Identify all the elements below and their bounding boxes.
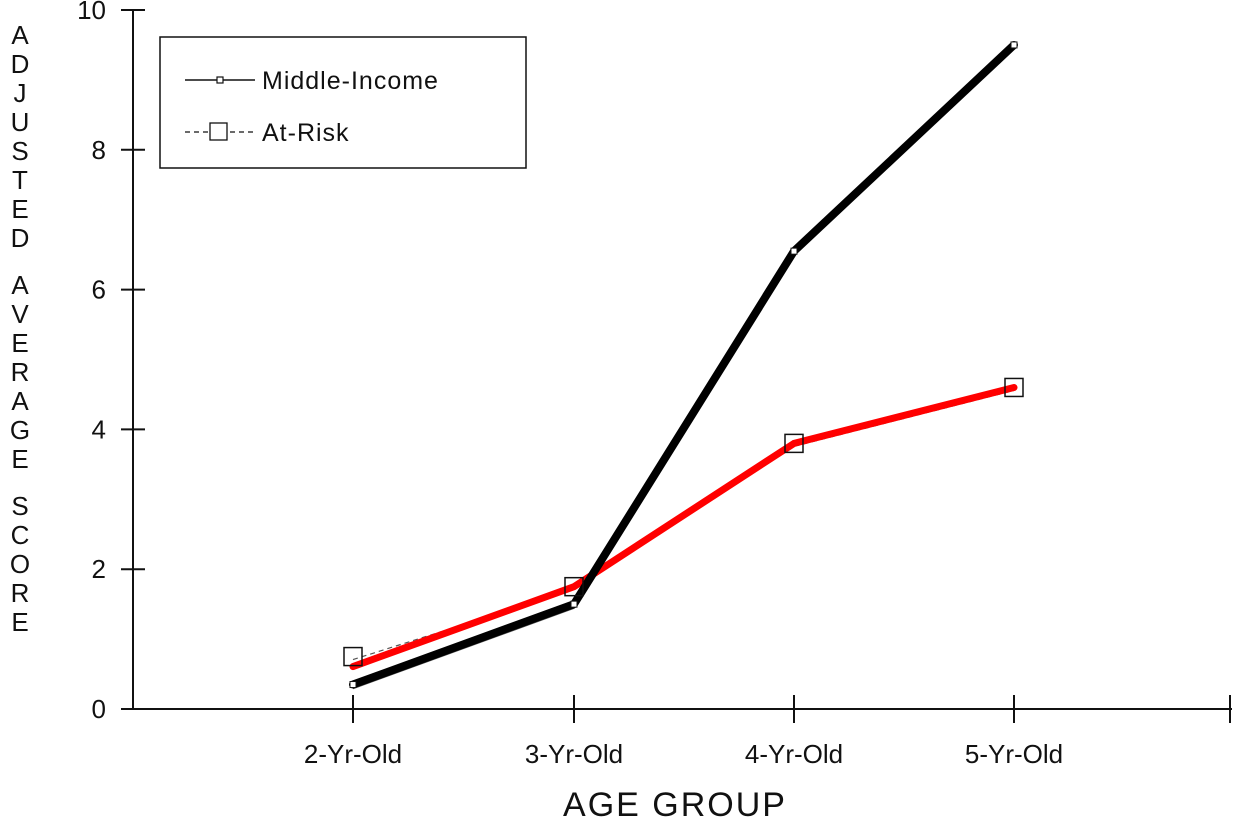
point-middle-income <box>1010 41 1018 49</box>
y-axis-label-letter: G <box>10 415 30 445</box>
y-axis-label-letter: A <box>11 386 29 416</box>
y-axis-label-letter: O <box>10 549 30 579</box>
series-middle-income-line <box>349 40 1018 689</box>
y-tick-label: 4 <box>92 414 106 444</box>
point-at-risk <box>784 433 804 454</box>
y-axis-label-letter: D <box>11 223 30 253</box>
legend-at-risk-label: At-Risk <box>262 119 350 147</box>
x-tick-label: 3-Yr-Old <box>525 739 623 769</box>
point-middle-income <box>790 247 798 255</box>
series-at-risk-line <box>349 383 1018 671</box>
x-tick-label: 5-Yr-Old <box>965 739 1063 769</box>
y-axis-label-letter: E <box>11 444 28 474</box>
y-axis-label-letter: R <box>11 357 30 387</box>
y-tick-label: 10 <box>77 0 106 25</box>
point-at-risk <box>1004 377 1024 398</box>
point-at-risk <box>564 576 584 597</box>
x-tick-label: 4-Yr-Old <box>745 739 843 769</box>
y-axis-label-letter: A <box>11 270 29 300</box>
y-axis-label-letter: R <box>11 578 30 608</box>
y-tick-label: 2 <box>92 554 106 584</box>
series-layer <box>343 40 1024 690</box>
y-tick-label: 0 <box>92 694 106 724</box>
y-ticks: 0 2 4 6 8 10 <box>77 0 145 724</box>
point-at-risk <box>343 646 363 667</box>
y-axis-label-letter: S <box>11 136 28 166</box>
y-axis-label-letter: J <box>14 78 27 108</box>
y-axis-label-letter: U <box>11 107 30 137</box>
y-axis-label-letter: D <box>11 49 30 79</box>
x-ticks: 2-Yr-Old 3-Yr-Old 4-Yr-Old 5-Yr-Old <box>304 695 1231 769</box>
y-tick-label: 6 <box>92 275 106 305</box>
y-axis-label-letter: E <box>11 328 28 358</box>
y-axis-label-letter: V <box>11 299 29 329</box>
legend-at-risk-marker <box>209 122 228 141</box>
y-axis-label-letter: T <box>12 165 28 195</box>
y-axis-label-letter: E <box>11 194 28 224</box>
y-tick-label: 8 <box>92 135 106 165</box>
x-tick-label: 2-Yr-Old <box>304 739 402 769</box>
y-axis-label-letter: E <box>11 607 28 637</box>
legend-middle-income-marker <box>216 76 224 84</box>
y-axis-label-letter: C <box>11 520 30 550</box>
y-axis-label-letter: S <box>11 491 28 521</box>
legend: Middle-Income At-Risk <box>159 36 527 169</box>
point-middle-income <box>570 600 578 608</box>
x-axis-label: AGE GROUP <box>563 786 787 824</box>
point-middle-income <box>349 681 357 689</box>
y-axis-label-letter: A <box>11 20 29 50</box>
legend-middle-income-label: Middle-Income <box>262 67 439 95</box>
legend-box <box>159 36 527 169</box>
